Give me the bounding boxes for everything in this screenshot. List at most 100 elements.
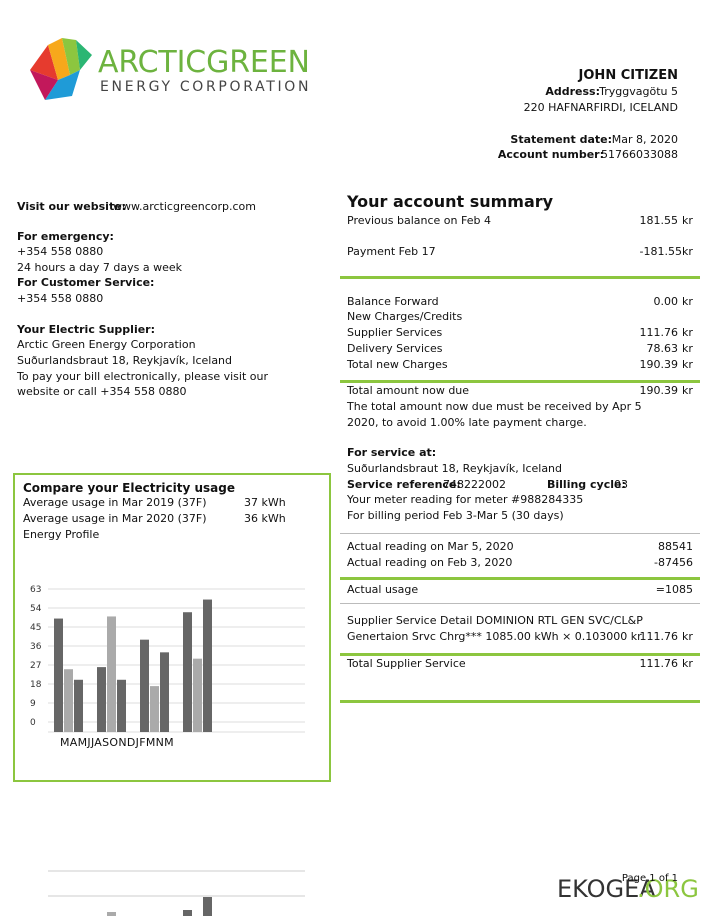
y-tick-label: 54 <box>30 604 42 614</box>
bar <box>64 669 73 732</box>
row-unit: kr <box>682 295 693 308</box>
y-tick-label: 0 <box>30 718 36 728</box>
row-label: Payment Feb 17 <box>347 245 436 258</box>
divider <box>340 380 700 383</box>
row-amount: 0.00 <box>653 295 679 308</box>
divider <box>340 276 700 279</box>
row-unit: kr <box>682 358 693 371</box>
usage-box <box>13 473 331 782</box>
note: The total amount now due must be receive… <box>347 400 642 413</box>
logo-name: ARCTICGREEN <box>98 45 310 80</box>
service-address: Suðurlandsbraut 18, Reykjavík, Iceland <box>347 462 563 475</box>
row-unit: kr <box>682 342 693 355</box>
text: Total Supplier Service <box>347 657 466 670</box>
row-unit: kr <box>682 326 693 339</box>
contact-line: Suðurlandsbraut 18, Reykjavík, Iceland <box>17 354 233 367</box>
reading: -87456 <box>654 556 693 569</box>
row-label: Total new Charges <box>347 358 448 371</box>
contact-line: Arctic Green Energy Corporation <box>17 338 196 351</box>
bar <box>193 658 202 732</box>
bar <box>107 616 116 732</box>
text: Average usage in Mar 2020 (37F) <box>23 512 207 525</box>
bar <box>183 612 192 732</box>
contact-line: 24 hours a day 7 days a week <box>17 261 182 274</box>
row-amount: 190.39 <box>639 384 679 397</box>
y-tick-label: 36 <box>30 642 42 652</box>
website: www.arcticgreencorp.com <box>113 200 257 213</box>
contact-line: To pay your bill electronically, please … <box>17 370 269 383</box>
row-label: Total amount now due <box>347 384 470 397</box>
bar <box>150 686 159 732</box>
row-label: New Charges/Credits <box>347 310 463 323</box>
y-tick-label: 18 <box>30 680 42 690</box>
text: Supplier Service Detail DOMINION RTL GEN… <box>347 614 643 627</box>
row-label: Balance Forward <box>347 295 439 308</box>
text: Genertaion Srvc Chrg*** 1085.00 kWh × 0.… <box>347 630 642 643</box>
summary-title: Your account summary <box>347 192 554 211</box>
label: Billing cycle: <box>547 478 626 491</box>
label: For service at: <box>347 446 437 459</box>
bar <box>140 639 149 732</box>
row-label: Previous balance on Feb 4 <box>347 214 491 227</box>
contact-line: For emergency: <box>17 230 114 243</box>
row-amount: 181.55 <box>639 214 679 227</box>
bar <box>54 618 63 732</box>
value: 37 kWh <box>244 496 286 509</box>
row-amount: 111.76 <box>639 326 679 339</box>
unit: kr <box>682 630 693 643</box>
usage: =1085 <box>655 583 693 596</box>
billing-cycle: 03 <box>614 478 628 491</box>
bar <box>74 679 83 732</box>
text: Your meter reading for meter #988284335 <box>347 493 584 506</box>
note: 2020, to avoid 1.00% late payment charge… <box>347 416 587 429</box>
y-tick-label: 27 <box>30 661 41 671</box>
contact-line: +354 558 0880 <box>17 245 104 258</box>
divider <box>340 603 700 604</box>
address: 220 HAFNARFIRDI, ICELAND <box>523 101 678 114</box>
customer-name: JOHN CITIZEN <box>578 68 678 83</box>
bar <box>160 652 169 732</box>
row-amount: 190.39 <box>639 358 679 371</box>
label: Service reference: <box>347 478 461 491</box>
page-number: Page 1 of 1 <box>621 873 678 884</box>
contact-line: Your Electric Supplier: <box>17 323 155 336</box>
row-label: Supplier Services <box>347 326 443 339</box>
service-reference: 748222002 <box>443 478 506 491</box>
amount: 111.76 <box>639 630 679 643</box>
watermark: EKOGEA <box>557 875 656 903</box>
unit: kr <box>682 657 693 670</box>
row-unit: kr <box>682 384 693 397</box>
row-amount: -181.55 <box>639 245 682 258</box>
text: Actual reading on Feb 3, 2020 <box>347 556 513 569</box>
box-title: Compare your Electricity usage <box>23 481 235 495</box>
label: Visit our website: <box>17 200 127 213</box>
row-unit: kr <box>682 214 693 227</box>
logo-mark <box>30 38 92 100</box>
contact-line: For Customer Service: <box>17 276 155 289</box>
y-tick-label: 45 <box>30 623 41 633</box>
divider <box>340 577 700 580</box>
text: For billing period Feb 3-Mar 5 (30 days) <box>347 509 564 522</box>
contact-line: +354 558 0880 <box>17 292 104 305</box>
y-tick-label: 9 <box>30 699 36 709</box>
account-number: 51766033088 <box>601 148 678 161</box>
value: 36 kWh <box>244 512 286 525</box>
row-amount: 78.63 <box>646 342 679 355</box>
logo-tagline: ENERGY CORPORATION <box>100 79 310 95</box>
divider <box>340 533 700 534</box>
cut-off-chart <box>48 870 305 916</box>
statement-date: Mar 8, 2020 <box>611 133 678 146</box>
label: Address: <box>545 85 600 98</box>
text: Average usage in Mar 2019 (37F) <box>23 496 207 509</box>
watermark-ext: .ORG <box>637 875 699 903</box>
text: Actual reading on Mar 5, 2020 <box>347 540 514 553</box>
divider <box>340 700 700 703</box>
contact-line: website or call +354 558 0880 <box>17 385 187 398</box>
reading: 88541 <box>658 540 693 553</box>
label: Account number: <box>497 148 604 161</box>
bar <box>203 599 212 732</box>
x-labels: MAMJJASONDJFMNM <box>60 736 174 749</box>
y-tick-label: 63 <box>30 585 41 595</box>
